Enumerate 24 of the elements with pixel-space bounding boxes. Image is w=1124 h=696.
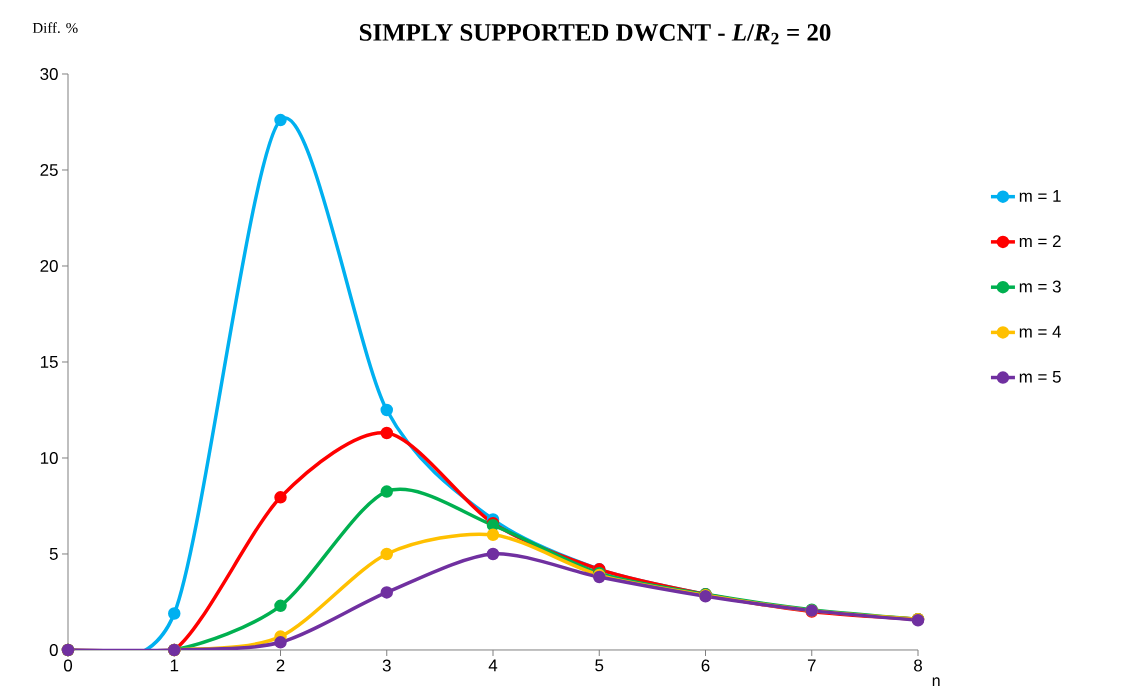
x-tick-label: 3 bbox=[382, 659, 391, 672]
y-axis-title: Diff. % bbox=[32, 22, 78, 34]
x-tick-label: 2 bbox=[276, 659, 285, 672]
x-tick-label: 5 bbox=[595, 659, 604, 672]
y-tick-label: 0 bbox=[49, 643, 58, 656]
x-tick-label: 8 bbox=[914, 659, 922, 672]
y-tick-label: 25 bbox=[40, 163, 58, 176]
y-tick-label: 30 bbox=[40, 67, 58, 80]
x-tick-label: 1 bbox=[170, 659, 179, 672]
legend-label: m = 1 bbox=[1019, 190, 1061, 202]
y-tick-label: 20 bbox=[40, 259, 58, 272]
x-tick-label: 7 bbox=[807, 659, 816, 672]
x-axis-title: n bbox=[932, 677, 940, 686]
x-tick-label: 0 bbox=[63, 659, 73, 672]
legend-label: m = 4 bbox=[1019, 325, 1061, 338]
legend-label: m = 2 bbox=[1019, 235, 1061, 248]
x-tick-label: 6 bbox=[701, 659, 710, 672]
y-tick-label: 15 bbox=[40, 356, 58, 368]
x-tick-label: 4 bbox=[488, 659, 498, 672]
y-tick-label: 10 bbox=[40, 451, 58, 464]
legend-label: m = 3 bbox=[1019, 280, 1061, 293]
chart-title: SIMPLY SUPPORTED DWCNT - L/R$_{2}$ = 20 bbox=[359, 24, 831, 45]
legend-label: m = 5 bbox=[1019, 370, 1061, 383]
y-tick-label: 5 bbox=[49, 548, 58, 560]
